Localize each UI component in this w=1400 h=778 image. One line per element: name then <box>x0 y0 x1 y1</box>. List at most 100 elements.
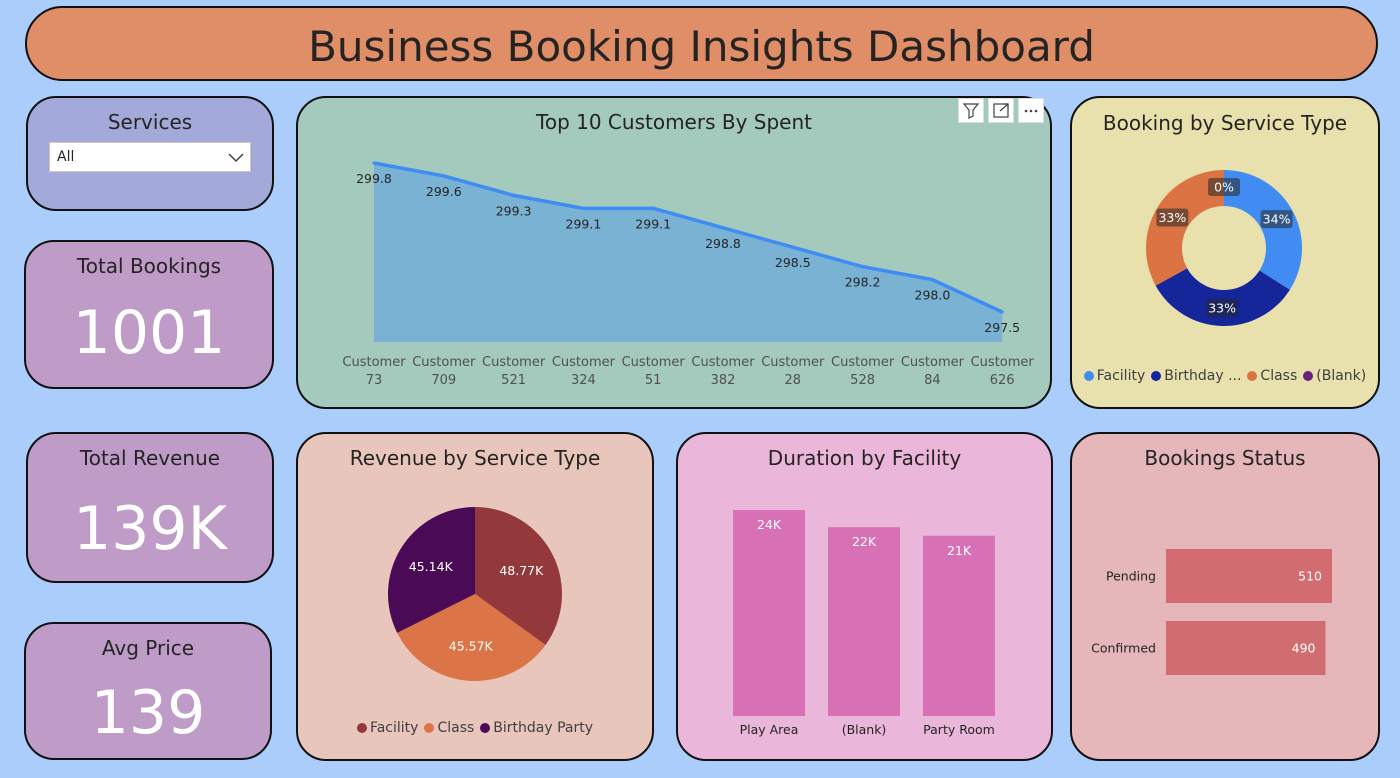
bookings-status-title: Bookings Status <box>1144 446 1306 470</box>
x-tick-label: Customer 626 <box>970 355 1034 388</box>
x-tick-label: Customer 382 <box>691 355 755 388</box>
data-label: 297.5 <box>984 320 1020 335</box>
data-point[interactable] <box>512 193 516 197</box>
pie-slice[interactable] <box>388 507 475 633</box>
svg-text:34%: 34% <box>1263 212 1291 227</box>
svg-text:33%: 33% <box>1208 300 1236 315</box>
area-fill <box>374 163 1003 342</box>
revenue-service-pie-title: Revenue by Service Type <box>349 446 601 470</box>
avg-price-card: Avg Price 139 <box>24 622 272 760</box>
duration-facility-card[interactable]: Duration by Facility 24K Play Area 22K (Bla… <box>676 432 1053 761</box>
data-point[interactable] <box>791 245 795 249</box>
visual-header <box>958 98 1050 126</box>
data-label: 298.5 <box>775 255 811 270</box>
legend-item[interactable]: Class <box>1247 368 1297 384</box>
pie-slice[interactable] <box>475 507 562 645</box>
legend-item[interactable]: Facility <box>1083 368 1146 384</box>
bar[interactable] <box>1166 621 1326 675</box>
data-point[interactable] <box>721 226 725 230</box>
x-tick-label: Customer 84 <box>900 355 964 388</box>
donut-data-label: 33% <box>1206 298 1239 317</box>
bar[interactable] <box>923 535 995 716</box>
data-label: 298.0 <box>915 288 951 303</box>
pie-slice[interactable] <box>397 594 546 681</box>
data-point[interactable] <box>372 161 376 165</box>
data-label: 299.6 <box>426 184 462 199</box>
legend-dot <box>1303 371 1314 381</box>
data-label: 298.8 <box>705 236 741 251</box>
x-tick-label: (Blank) <box>842 722 887 737</box>
legend-item[interactable]: Birthday Party <box>480 720 593 736</box>
booking-service-donut-title: Booking by Service Type <box>1102 111 1348 135</box>
legend-dot <box>356 723 367 733</box>
top-customers-chart-card[interactable]: Top 10 Customers By Spent 299.8 299.6 299.… <box>296 96 1052 409</box>
bar-data-label: 490 <box>1292 641 1316 656</box>
booking-service-donut-chart: 34% 33% 33% 0% <box>1146 169 1302 326</box>
total-bookings-value: 1001 <box>72 298 226 368</box>
total-bookings-card: Total Bookings 1001 <box>24 240 274 389</box>
bar-data-label: 21K <box>947 543 972 558</box>
donut-data-label: 34% <box>1260 210 1293 229</box>
legend-dot <box>424 723 435 733</box>
data-point[interactable] <box>1000 310 1004 314</box>
donut-slice[interactable] <box>1224 170 1302 290</box>
x-tick-label: Customer 709 <box>412 355 476 388</box>
bookings-status-card[interactable]: Bookings Status 510 Pending 490 Confirmed <box>1070 432 1380 761</box>
bar[interactable] <box>733 510 805 716</box>
data-point[interactable] <box>861 265 865 269</box>
focus-mode-icon[interactable] <box>988 98 1014 123</box>
legend-label: Birthday Party <box>493 720 594 736</box>
donut-data-label: 33% <box>1156 208 1189 227</box>
bar[interactable] <box>828 527 900 716</box>
bar-data-label: 22K <box>852 534 877 549</box>
top-customers-area-chart: 299.8 299.6 299.3 299.1 299.1 298.8 298.5 298.2… <box>356 161 1020 342</box>
svg-text:0%: 0% <box>1214 180 1234 195</box>
donut-slice[interactable] <box>1155 268 1290 326</box>
legend-item[interactable]: Facility <box>356 720 419 736</box>
chevron-down-icon <box>228 153 244 163</box>
bar-data-label: 510 <box>1298 569 1322 584</box>
revenue-service-pie-card[interactable]: Revenue by Service Type 48.77K 45.57K 45.1… <box>296 432 654 761</box>
data-point[interactable] <box>651 206 655 210</box>
data-point[interactable] <box>442 174 446 178</box>
legend-item[interactable]: Birthday ... <box>1151 368 1241 384</box>
filter-icon[interactable] <box>958 98 984 123</box>
data-label: 299.1 <box>635 216 671 231</box>
data-point[interactable] <box>581 206 585 210</box>
slicer-title: Services <box>107 110 193 134</box>
data-point[interactable] <box>930 278 934 282</box>
legend-label: Facility <box>369 720 419 736</box>
pie-data-label: 45.57K <box>449 638 494 653</box>
legend-label: Facility <box>1096 368 1146 384</box>
donut-slice[interactable] <box>1146 169 1224 286</box>
pie-data-label: 48.77K <box>499 563 544 578</box>
legend-dot <box>1151 371 1162 381</box>
x-tick-label: Customer 28 <box>761 355 825 388</box>
services-dropdown-value: All <box>57 149 75 165</box>
booking-service-donut-card[interactable]: Booking by Service Type 34% 33% 33% 0% Faci… <box>1070 96 1380 409</box>
svg-text:33%: 33% <box>1158 210 1186 225</box>
legend-dot <box>1247 371 1258 381</box>
top-customers-chart-title: Top 10 Customers By Spent <box>536 110 812 134</box>
page-title: Business Booking Insights Dashboard <box>308 22 1095 71</box>
services-slicer-card: Services All <box>26 96 274 211</box>
total-revenue-card: Total Revenue 139K <box>26 432 274 583</box>
legend-item[interactable]: (Blank) <box>1303 368 1366 384</box>
more-options-icon[interactable] <box>1018 98 1044 123</box>
bar-data-label: 24K <box>757 517 782 532</box>
series-line <box>373 161 1003 314</box>
legend-label: Class <box>437 720 475 736</box>
legend-item[interactable]: Class <box>424 720 474 736</box>
pie-legend: Facility Class Birthday Party <box>298 720 652 736</box>
data-label: 299.1 <box>566 216 602 231</box>
avg-price-title: Avg Price <box>101 636 195 660</box>
x-tick-label: Play Area <box>740 722 799 737</box>
services-dropdown[interactable]: All <box>49 142 251 172</box>
avg-price-value: 139 <box>90 678 206 748</box>
donut-legend: Facility Birthday ... Class (Blank) <box>1072 368 1378 384</box>
bar[interactable] <box>1166 549 1332 603</box>
x-tick-label: Customer 521 <box>482 355 546 388</box>
duration-facility-chart: 24K Play Area 22K (Blank) 21K Party Room <box>733 510 995 737</box>
legend-label: Birthday ... <box>1164 368 1242 384</box>
legend-label: Class <box>1260 368 1298 384</box>
